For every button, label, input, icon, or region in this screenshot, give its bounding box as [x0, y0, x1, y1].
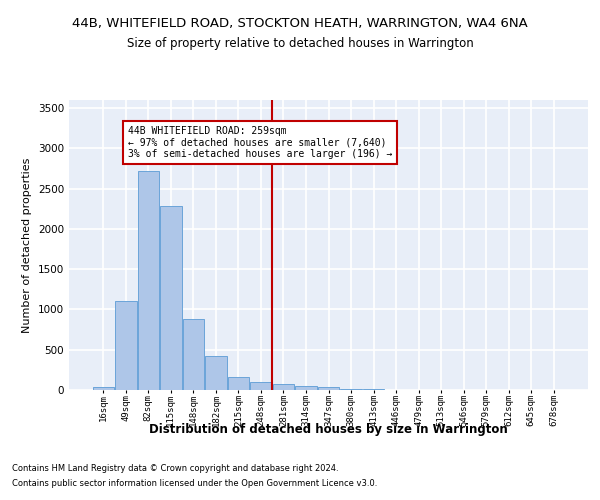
Text: 44B, WHITEFIELD ROAD, STOCKTON HEATH, WARRINGTON, WA4 6NA: 44B, WHITEFIELD ROAD, STOCKTON HEATH, WA… [72, 18, 528, 30]
Bar [160, 206, 182, 390]
Text: Distribution of detached houses by size in Warrington: Distribution of detached houses by size … [149, 422, 508, 436]
Text: 44B WHITEFIELD ROAD: 259sqm
← 97% of detached houses are smaller (7,640)
3% of s: 44B WHITEFIELD ROAD: 259sqm ← 97% of det… [128, 126, 392, 159]
Bar [228, 376, 249, 390]
Bar [340, 389, 362, 390]
Bar [250, 382, 272, 390]
Bar [318, 387, 339, 390]
Bar [137, 171, 159, 390]
Bar [273, 384, 294, 390]
Bar [115, 302, 137, 390]
Bar [182, 319, 204, 390]
Y-axis label: Number of detached properties: Number of detached properties [22, 158, 32, 332]
Text: Size of property relative to detached houses in Warrington: Size of property relative to detached ho… [127, 38, 473, 51]
Bar [92, 387, 114, 390]
Bar [295, 386, 317, 390]
Bar [205, 356, 227, 390]
Text: Contains HM Land Registry data © Crown copyright and database right 2024.: Contains HM Land Registry data © Crown c… [12, 464, 338, 473]
Text: Contains public sector information licensed under the Open Government Licence v3: Contains public sector information licen… [12, 479, 377, 488]
